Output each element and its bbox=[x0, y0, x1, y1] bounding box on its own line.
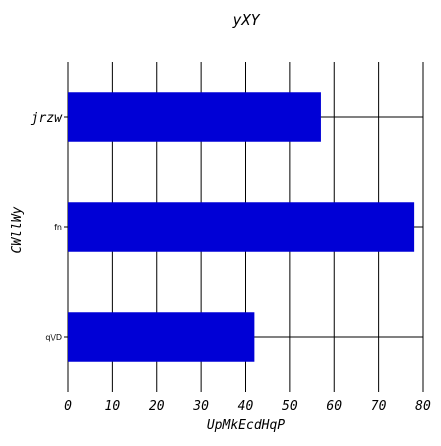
chart-title: yXY bbox=[231, 11, 260, 29]
x-tick-label: 0 bbox=[64, 399, 72, 414]
bars bbox=[68, 92, 415, 362]
x-tick-label: 60 bbox=[326, 399, 342, 414]
y-category-label: fn bbox=[54, 223, 62, 232]
x-tick-label: 30 bbox=[192, 399, 209, 414]
x-tick-label: 80 bbox=[415, 399, 431, 414]
bar bbox=[68, 312, 255, 362]
x-tick-label: 70 bbox=[371, 399, 387, 414]
bar bbox=[68, 92, 321, 142]
x-tick-label: 50 bbox=[282, 399, 298, 414]
x-axis-label: UpMkEcdHqP bbox=[207, 418, 285, 433]
y-category-label: q\/D bbox=[45, 333, 62, 342]
x-tick-label: 20 bbox=[149, 399, 165, 414]
x-tick-label: 40 bbox=[238, 399, 254, 414]
y-axis-label: CWllWy bbox=[10, 206, 25, 253]
y-category-label: jrzw bbox=[31, 111, 63, 126]
y-category-labels: jrzw fn q\/D bbox=[31, 111, 63, 342]
bar bbox=[68, 202, 415, 252]
x-tick-label: 10 bbox=[105, 399, 121, 414]
x-tick-labels: 0 10 20 30 40 50 60 70 80 bbox=[64, 399, 431, 414]
